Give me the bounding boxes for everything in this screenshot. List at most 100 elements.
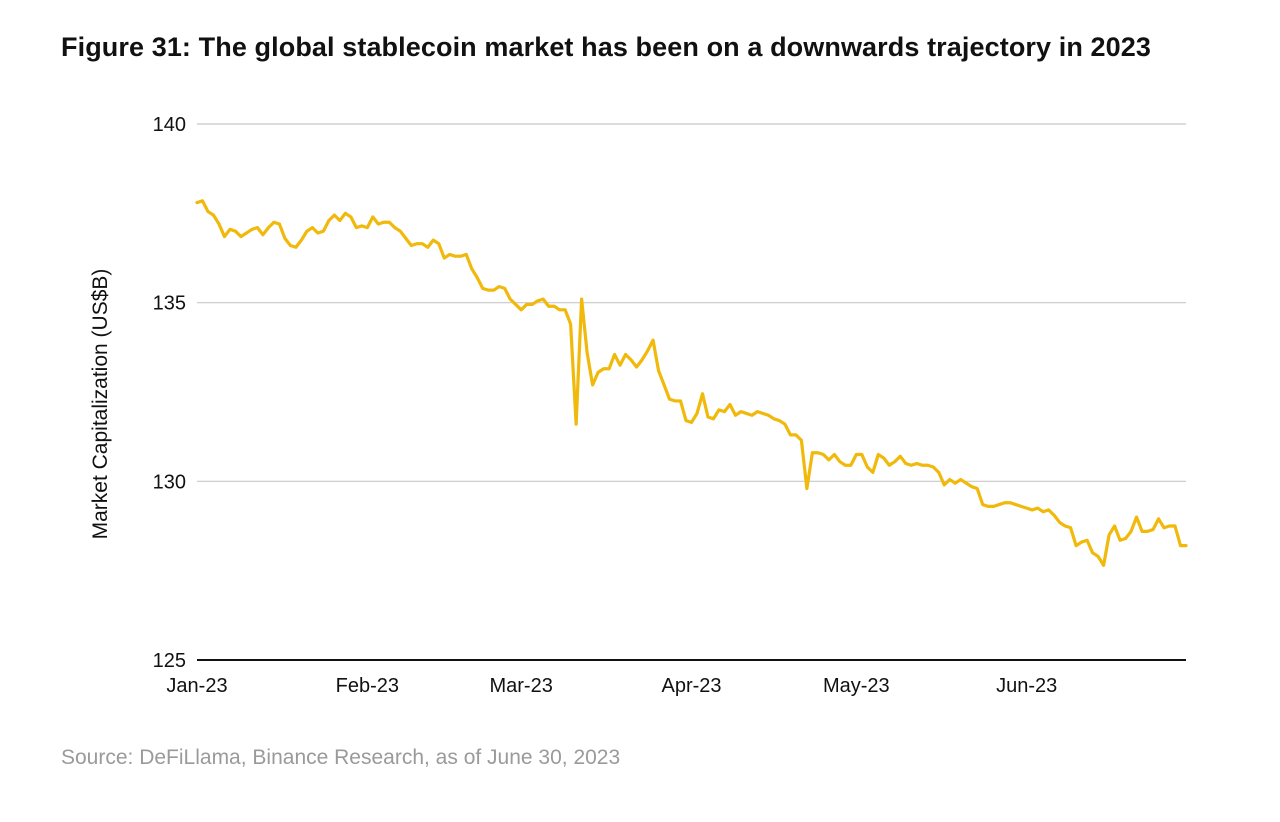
data-point: [404, 236, 408, 240]
data-point: [541, 297, 545, 301]
data-point: [1146, 529, 1149, 533]
data-point: [1041, 510, 1045, 514]
x-tick-label: May-23: [823, 675, 890, 697]
data-point: [437, 242, 441, 246]
data-point: [767, 413, 770, 417]
data-point: [827, 458, 831, 462]
data-point: [662, 383, 666, 387]
line-chart: 125 130 135 140 Jan-23 Feb-23 Mar-23 Apr-23 May…: [89, 114, 1188, 697]
data-point: [206, 210, 210, 213]
data-point: [239, 235, 243, 238]
data-point: [409, 244, 413, 247]
data-point: [354, 226, 358, 230]
data-point: [651, 338, 655, 342]
data-point: [1173, 524, 1177, 528]
data-point: [1030, 508, 1034, 512]
data-point: [552, 304, 556, 308]
data-point: [821, 453, 825, 456]
x-axis-ticks: Jan-23 Feb-23 Mar-23 Apr-23 May-23 Jun-23: [166, 675, 1057, 697]
data-point: [250, 228, 254, 231]
data-point: [1085, 538, 1089, 542]
data-point: [305, 229, 309, 233]
data-point: [371, 215, 375, 219]
data-point: [986, 504, 990, 508]
data-point: [635, 365, 638, 369]
data-point: [756, 410, 759, 414]
data-point: [420, 242, 424, 246]
data-point: [1140, 529, 1144, 533]
data-point: [706, 415, 710, 419]
data-point: [810, 451, 814, 455]
data-point: [464, 253, 468, 256]
data-point: [382, 220, 386, 224]
data-point: [959, 478, 963, 481]
series-group: [195, 199, 1188, 567]
data-point: [547, 304, 551, 308]
data-point: [1096, 554, 1100, 558]
x-tick-label: Feb-23: [336, 675, 399, 697]
data-point: [195, 201, 199, 205]
data-point: [981, 503, 985, 506]
data-point: [904, 462, 908, 465]
data-point: [1157, 517, 1160, 521]
data-point: [898, 454, 902, 458]
data-point: [794, 433, 798, 437]
data-point: [459, 254, 463, 258]
data-point: [948, 478, 952, 481]
data-point: [299, 238, 303, 242]
data-point: [272, 220, 276, 224]
data-point: [349, 215, 353, 219]
data-point: [591, 383, 594, 387]
data-point: [1129, 529, 1133, 533]
data-point: [1019, 504, 1023, 508]
data-point: [684, 419, 688, 422]
data-point: [668, 397, 671, 401]
data-point: [596, 370, 600, 374]
data-point: [525, 303, 529, 306]
data-point: [1118, 538, 1122, 542]
data-point: [234, 229, 237, 233]
data-point: [508, 297, 512, 301]
data-point: [882, 456, 886, 460]
data-point: [1107, 533, 1111, 537]
data-point: [1014, 503, 1018, 506]
data-point: [415, 242, 419, 246]
data-point: [442, 256, 446, 260]
data-point: [926, 463, 930, 467]
data-point: [310, 226, 314, 230]
data-point: [805, 487, 809, 490]
data-point: [332, 213, 336, 217]
data-point: [365, 226, 369, 230]
data-point: [832, 453, 836, 456]
x-tick-label: Mar-23: [489, 675, 552, 697]
data-point: [360, 224, 364, 228]
data-point: [772, 417, 776, 421]
gridlines: [197, 123, 1186, 661]
data-point: [569, 322, 573, 326]
data-point: [223, 235, 226, 238]
data-point: [1047, 508, 1051, 512]
data-point: [750, 413, 754, 417]
data-point: [646, 349, 649, 353]
data-point: [475, 276, 479, 280]
data-point: [734, 413, 737, 417]
data-point: [1069, 526, 1073, 530]
data-point: [1003, 501, 1007, 505]
data-point: [558, 308, 562, 312]
data-point: [931, 465, 935, 469]
data-point: [838, 460, 842, 464]
data-point: [816, 451, 820, 455]
data-point: [640, 358, 644, 362]
data-point: [387, 220, 391, 224]
data-point: [201, 199, 204, 203]
data-point: [871, 471, 875, 474]
data-point: [212, 213, 215, 217]
data-point: [1184, 544, 1188, 548]
source-note: Source: DeFiLlama, Binance Research, as …: [61, 746, 621, 769]
y-axis-ticks: 125 130 135 140: [153, 114, 186, 672]
data-point: [376, 222, 380, 226]
data-point: [843, 463, 847, 467]
data-point: [503, 286, 507, 290]
data-point: [893, 460, 897, 464]
data-point: [228, 228, 232, 231]
